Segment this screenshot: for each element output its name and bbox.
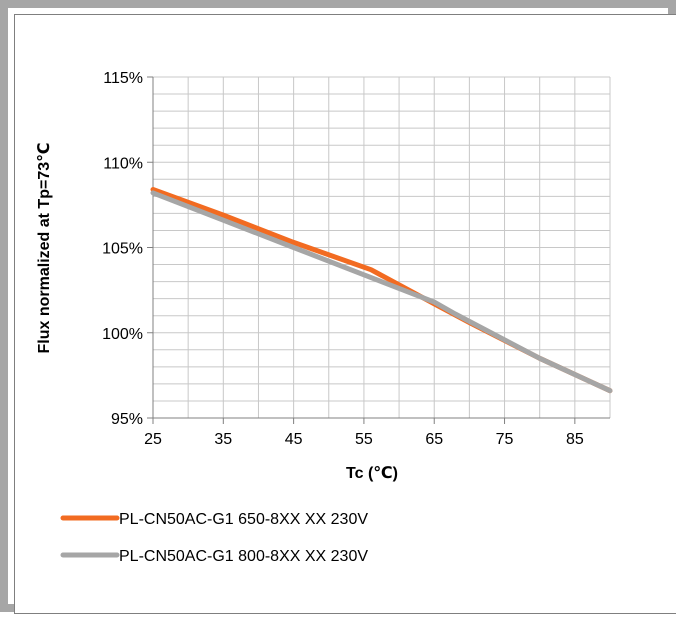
x-tick-label: 35 xyxy=(214,431,232,448)
legend-label-1: PL-CN50AC-G1 650-8XX XX 230V xyxy=(119,511,368,528)
y-tick-label: 95% xyxy=(111,411,143,428)
y-axis-title: Flux normalized at Tp=73℃ xyxy=(36,143,53,354)
y-tick-label: 110% xyxy=(103,155,143,172)
line-chart: 95% 100% 105% 110% 115% 25 35 45 55 65 75 85 Tc (℃)… xyxy=(36,70,613,565)
x-tick-label: 75 xyxy=(496,431,514,448)
axes xyxy=(147,76,610,424)
y-tick-label: 115% xyxy=(103,70,143,87)
legend: PL-CN50AC-G1 650-8XX XX 230V PL-CN50AC-G1… xyxy=(60,511,368,565)
legend-label-2: PL-CN50AC-G1 800-8XX XX 230V xyxy=(119,548,368,565)
y-tick-label: 100% xyxy=(102,326,143,343)
x-tick-label: 45 xyxy=(285,431,303,448)
series-lines xyxy=(150,187,613,394)
chart-area: 95% 100% 105% 110% 115% 25 35 45 55 65 75 85 Tc (℃)… xyxy=(14,14,676,614)
x-tick-label: 65 xyxy=(425,431,443,448)
grid xyxy=(153,76,611,418)
x-axis-title: Tc (℃) xyxy=(346,465,398,482)
x-tick-label: 85 xyxy=(566,431,584,448)
tick-labels: 95% 100% 105% 110% 115% 25 35 45 55 65 75 85 xyxy=(102,70,584,448)
x-tick-label: 25 xyxy=(144,431,162,448)
y-tick-label: 105% xyxy=(102,241,143,258)
series-line-2 xyxy=(150,190,613,394)
x-tick-label: 55 xyxy=(355,431,373,448)
